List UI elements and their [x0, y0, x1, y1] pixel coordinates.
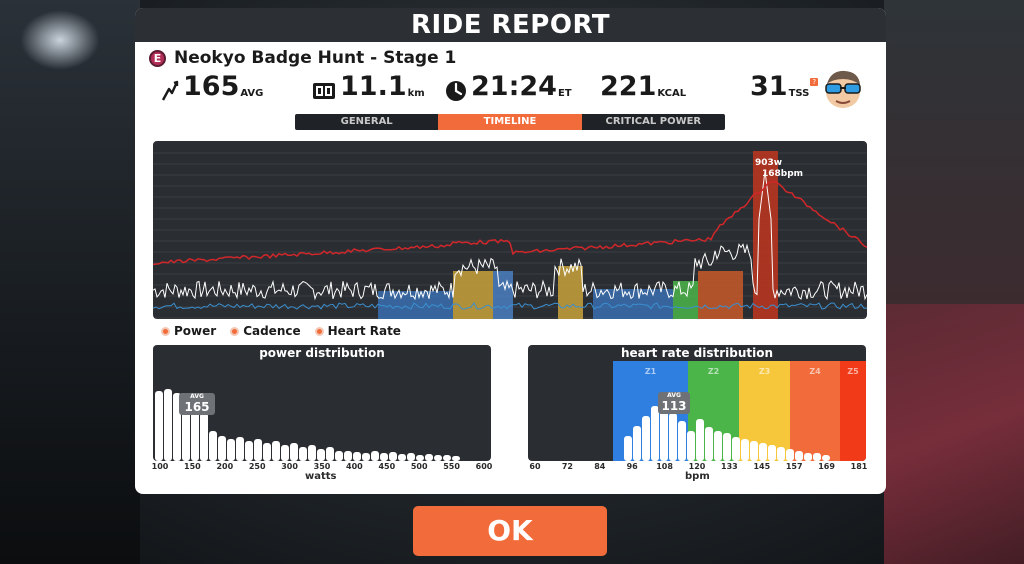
legend-dot — [230, 326, 240, 336]
ok-button[interactable]: OK — [413, 506, 607, 556]
background-road — [884, 304, 1024, 564]
ride-title-row: E Neokyo Badge Hunt - Stage 1 — [149, 48, 456, 68]
axis-tick-label: 96 — [626, 462, 638, 471]
axis-tick-label: 450 — [378, 462, 396, 471]
axis-tick-label: 100 — [151, 462, 169, 471]
time-unit: ET — [557, 88, 572, 99]
stats-row: 165 AVG 11.1 km 21:24 ET 221 KCAL 31 TSS… — [135, 70, 886, 110]
axis-tick-label: 200 — [216, 462, 234, 471]
background-left — [0, 0, 140, 564]
legend-power-label: Power — [174, 324, 217, 338]
hr-x-title: bpm — [685, 471, 710, 482]
background-light — [20, 10, 100, 70]
stat-power: 165 AVG — [161, 72, 263, 102]
power-x-title: watts — [305, 471, 337, 482]
distance-value: 11.1 — [340, 71, 407, 102]
hr-avg-label: AVG — [667, 392, 681, 399]
axis-tick-label: 600 — [475, 462, 493, 471]
legend-dot — [161, 326, 170, 336]
hr-zone-label: Z4 — [809, 367, 821, 376]
lightning-icon — [161, 80, 179, 102]
axis-tick-label: 108 — [656, 462, 673, 471]
calories-unit: KCAL — [657, 88, 687, 99]
axis-tick-label: 181 — [850, 462, 868, 471]
power-avg-value: 165 — [184, 400, 210, 414]
distance-unit: km — [407, 88, 425, 99]
heart-rate-line — [153, 180, 867, 266]
legend-dot — [314, 326, 324, 336]
power-distribution-chart: power distribution AVG 165 — [153, 345, 491, 461]
stat-distance: 11.1 km — [312, 72, 425, 102]
peak-hr-label: 168bpm — [762, 169, 803, 179]
ride-title: Neokyo Badge Hunt - Stage 1 — [174, 48, 457, 68]
modal-title: RIDE REPORT — [135, 8, 886, 42]
legend-cadence-label: Cadence — [243, 324, 301, 338]
hr-distribution-chart: heart rate distribution Z1 Z2 Z3 Z4 Z5 AVG 1… — [528, 345, 866, 461]
power-value: 165 — [183, 71, 240, 102]
hr-x-ticks: 60 72 84 96 108 120 133 145 157 169 181 — [528, 462, 868, 472]
clock-icon — [445, 80, 467, 102]
hr-zone-label: Z2 — [708, 367, 719, 376]
tss-value: 31 — [750, 71, 788, 102]
power-avg-tag: AVG 165 — [179, 393, 215, 415]
hr-zone-label: Z3 — [759, 367, 770, 376]
timeline-legend: Power Cadence Heart Rate — [161, 324, 401, 338]
axis-tick-label: 133 — [721, 462, 738, 471]
calories-value: 221 — [600, 71, 657, 102]
axis-tick-label: 60 — [529, 462, 541, 471]
axis-tick-label: 157 — [785, 462, 803, 471]
avatar[interactable] — [819, 66, 867, 110]
peak-power-label: 903w — [755, 158, 782, 168]
axis-tick-label: 500 — [410, 462, 428, 471]
axis-tick-label: 72 — [561, 462, 573, 471]
cadence-line — [153, 302, 867, 310]
ride-report-modal: RIDE REPORT E Neokyo Badge Hunt - Stage … — [135, 8, 886, 494]
odometer-icon — [312, 80, 336, 102]
stat-tss: 31 TSS ? — [750, 71, 819, 102]
power-line — [153, 170, 867, 301]
axis-tick-label: 120 — [688, 462, 706, 471]
tab-critical-power[interactable]: CRITICAL POWER — [605, 116, 702, 127]
tss-unit: TSS — [788, 88, 810, 99]
tss-info-icon[interactable]: ? — [810, 78, 819, 86]
tab-general[interactable]: GENERAL — [340, 116, 393, 127]
stat-calories: 221 KCAL — [600, 72, 686, 102]
hr-avg-tag: AVG 113 — [658, 392, 690, 414]
tab-timeline[interactable]: TIMELINE — [438, 114, 582, 130]
hr-zone-label: Z1 — [645, 367, 657, 376]
axis-tick-label: 550 — [443, 462, 460, 471]
power-unit: AVG — [240, 88, 264, 99]
power-avg-label: AVG — [190, 393, 204, 400]
axis-tick-label: 250 — [248, 462, 266, 471]
time-value: 21:24 — [471, 71, 557, 102]
legend-heart-rate-label: Heart Rate — [327, 324, 401, 338]
axis-tick-label: 400 — [346, 462, 363, 471]
power-distribution-title: power distribution — [259, 346, 385, 360]
legend-power[interactable]: Power — [161, 324, 216, 338]
legend-heart-rate[interactable]: Heart Rate — [314, 324, 401, 338]
timeline-plot: 903w 168bpm — [153, 151, 867, 319]
axis-tick-label: 145 — [753, 462, 771, 471]
stat-time: 21:24 ET — [445, 72, 572, 102]
report-tabs: GENERAL TIMELINE CRITICAL POWER — [295, 114, 725, 130]
axis-tick-label: 84 — [594, 462, 606, 471]
hr-zone-label: Z5 — [847, 367, 859, 376]
axis-tick-label: 150 — [184, 462, 201, 471]
legend-cadence[interactable]: Cadence — [230, 324, 301, 338]
hr-distribution-title: heart rate distribution — [620, 346, 774, 360]
axis-tick-label: 300 — [281, 462, 298, 471]
route-badge: E — [149, 49, 166, 67]
hr-avg-value: 113 — [661, 399, 687, 413]
power-x-ticks: 100 150 200 250 300 350 400 450 500 550 600 — [151, 462, 493, 472]
axis-tick-label: 350 — [313, 462, 331, 471]
axis-tick-label: 169 — [818, 462, 835, 471]
timeline-chart: 903w 168bpm — [153, 141, 867, 319]
